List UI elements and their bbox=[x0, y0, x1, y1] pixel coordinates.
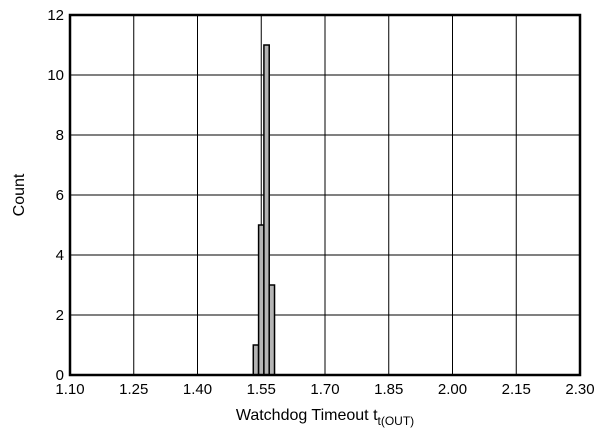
x-axis-title-main: Watchdog Timeout t bbox=[236, 407, 378, 424]
histogram-bar bbox=[252, 344, 260, 376]
y-tick-labels: 0 2 4 6 8 10 12 bbox=[47, 7, 64, 384]
grid-lines bbox=[69, 14, 581, 376]
x-tick-label: 2.15 bbox=[502, 381, 531, 398]
plot-frame bbox=[68, 13, 582, 377]
histogram-bar bbox=[268, 284, 276, 376]
y-tick-label: 12 bbox=[47, 7, 64, 24]
y-tick-label: 2 bbox=[56, 307, 64, 324]
x-tick-label: 1.40 bbox=[183, 381, 212, 398]
y-axis-title: Count bbox=[11, 173, 28, 216]
x-tick-label: 2.30 bbox=[565, 381, 594, 398]
y-tick-label: 6 bbox=[56, 187, 64, 204]
y-tick-label: 8 bbox=[56, 127, 64, 144]
y-tick-label: 10 bbox=[47, 67, 64, 84]
histogram-bar bbox=[257, 224, 265, 376]
x-tick-label: 1.25 bbox=[119, 381, 148, 398]
y-tick-label: 0 bbox=[56, 367, 64, 384]
x-tick-label: 1.70 bbox=[310, 381, 339, 398]
x-tick-label: 1.10 bbox=[55, 381, 84, 398]
x-tick-label: 1.55 bbox=[247, 381, 276, 398]
x-tick-label: 2.00 bbox=[438, 381, 467, 398]
x-tick-label: 1.85 bbox=[374, 381, 403, 398]
x-tick-labels: 1.10 1.25 1.40 1.55 1.70 1.85 2.00 2.15 2.30 bbox=[55, 381, 594, 398]
histogram-bars bbox=[252, 44, 276, 376]
x-axis-title: Watchdog Timeout tt(OUT) bbox=[236, 407, 414, 428]
y-tick-label: 4 bbox=[56, 247, 64, 264]
histogram-bar bbox=[263, 44, 270, 376]
x-axis-title-subscript: t(OUT) bbox=[378, 414, 415, 428]
